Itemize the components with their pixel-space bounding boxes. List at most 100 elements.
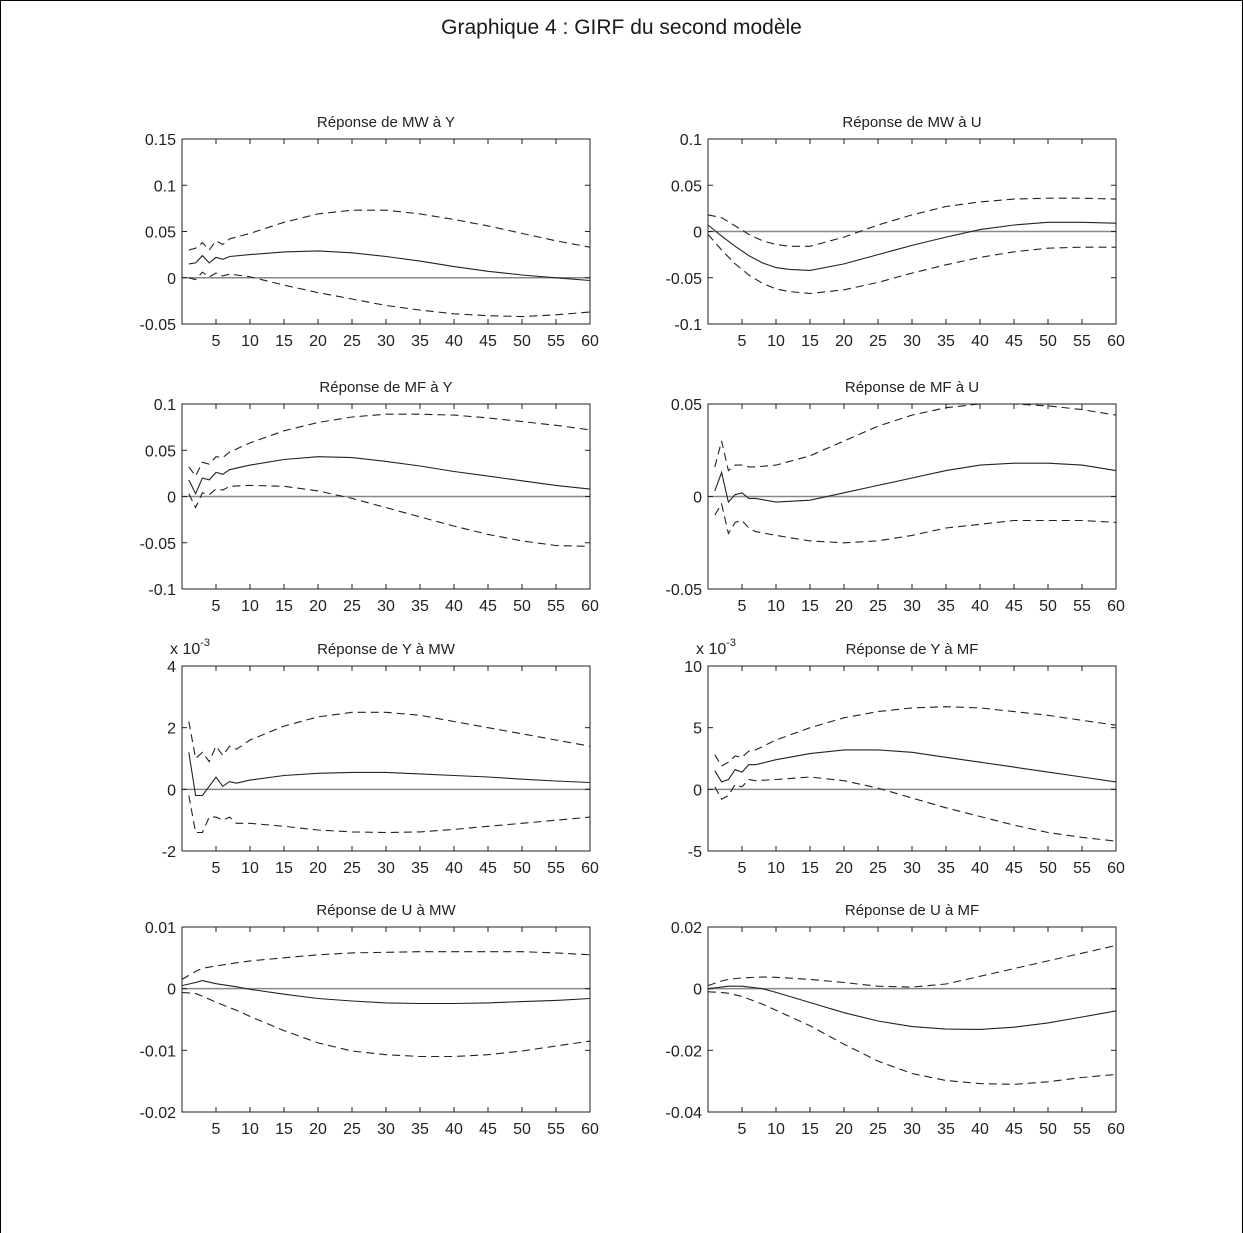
series-lower [188,795,591,834]
series-response [181,980,591,1005]
x-tick-label: 45 [1005,860,1023,877]
x-tick-label: 30 [377,860,395,877]
x-tick-label: 50 [513,333,531,350]
x-tick-label: 30 [903,860,921,877]
y-tick-label: 2 [167,721,176,738]
series-lower [707,991,1117,1085]
y-tick-label: 0 [693,225,702,242]
x-tick-label: 5 [738,598,747,615]
x-tick-label: 40 [971,598,989,615]
x-tick-label: 55 [1073,860,1091,877]
x-tick-label: 30 [903,333,921,350]
y-tick-label: -2 [162,844,176,861]
y-tick-label: -0.02 [666,1043,703,1060]
axes-box [181,926,591,1113]
subplot-5: Réponse de Y à MWx 10-35 10 15 20 25 30 35 40 45… [162,637,599,877]
series-upper [188,711,591,763]
series-lower [714,502,1117,544]
x-tick-label: 60 [1107,860,1125,877]
subplot-title: Réponse de Y à MF [846,641,979,658]
x-tick-label: 45 [479,598,497,615]
x-tick-label: 55 [547,333,565,350]
y-tick-label: 0.02 [671,920,702,937]
x-tick-label: 10 [241,860,259,877]
x-tick-label: 20 [835,1121,853,1138]
x-tick-label: 45 [1005,1121,1023,1138]
x-tick-label: 15 [801,860,819,877]
x-tick-label: 35 [937,860,955,877]
x-tick-label: 20 [835,333,853,350]
x-tick-label: 10 [241,1121,259,1138]
y-tick-label: 0.01 [145,920,176,937]
y-tick-label: 0 [167,782,176,799]
x-tick-label: 55 [1073,333,1091,350]
x-tick-label: 15 [801,598,819,615]
x-tick-label: 45 [479,333,497,350]
series-response [714,749,1117,783]
y-tick-label: -0.05 [666,271,703,288]
y-tick-label: 0 [167,271,176,288]
x-tick-label: 60 [1107,1121,1125,1138]
x-tick-label: 25 [343,860,361,877]
axis-multiplier-exponent: -3 [200,637,210,649]
subplot-title: Réponse de MW à U [842,114,981,131]
series-upper [714,403,1117,472]
x-tick-label: 50 [1039,1121,1057,1138]
y-tick-label: -0.01 [140,1043,177,1060]
x-tick-label: 30 [377,598,395,615]
y-tick-label: 5 [693,721,702,738]
x-tick-label: 35 [937,598,955,615]
series-upper [188,413,591,478]
series-response [188,250,591,282]
subplot-7: Réponse de U à MW 5 10 15 20 25 30 35 40 45 50 55 60… [140,902,599,1138]
x-tick-label: 60 [581,598,599,615]
subplot-title: Réponse de MW à Y [317,114,455,131]
x-tick-label: 40 [971,333,989,350]
x-tick-label: 60 [1107,598,1125,615]
subplot-8: Réponse de U à MF 5 10 15 20 25 30 35 40 45 50 55 60… [666,902,1125,1138]
subplot-title: Réponse de Y à MW [317,641,456,658]
x-tick-label: 55 [1073,1121,1091,1138]
x-tick-label: 5 [212,1121,221,1138]
x-tick-label: 25 [869,333,887,350]
x-tick-label: 55 [547,1121,565,1138]
series-upper [707,944,1117,988]
y-tick-label: 4 [167,659,176,676]
x-tick-label: 60 [581,1121,599,1138]
series-response [707,985,1117,1030]
y-tick-label: -0.05 [140,536,177,553]
x-tick-label: 15 [275,598,293,615]
x-tick-label: 5 [738,1121,747,1138]
x-tick-label: 45 [1005,333,1023,350]
x-tick-label: 45 [1005,598,1023,615]
x-tick-label: 55 [547,598,565,615]
series-upper [707,197,1117,247]
axes-box [707,665,1117,852]
x-tick-label: 5 [212,598,221,615]
x-tick-label: 20 [309,860,327,877]
subplot-4: Réponse de MF à U 5 10 15 20 25 30 35 40 45 50 55 60… [666,379,1125,615]
subplot-3: Réponse de MF à Y 5 10 15 20 25 30 35 40 45 50 55 60… [140,379,599,615]
y-tick-label: -0.1 [674,317,702,334]
axes-box [181,138,591,325]
series-response [707,221,1117,271]
x-tick-label: 20 [309,1121,327,1138]
series-lower [188,484,591,548]
x-tick-label: 5 [212,333,221,350]
x-tick-label: 60 [581,333,599,350]
subplot-title: Réponse de MF à U [845,379,979,396]
x-tick-label: 55 [1073,598,1091,615]
x-tick-label: 15 [801,1121,819,1138]
subplot-title: Réponse de U à MF [845,902,979,919]
x-tick-label: 45 [479,860,497,877]
x-tick-label: 35 [937,333,955,350]
x-tick-label: 20 [835,598,853,615]
axes-box [181,665,591,852]
x-tick-label: 10 [241,598,259,615]
x-tick-label: 50 [513,860,531,877]
x-tick-label: 5 [738,860,747,877]
x-tick-label: 10 [767,1121,785,1138]
y-tick-label: 0.15 [145,132,176,149]
y-tick-label: -0.1 [148,582,176,599]
